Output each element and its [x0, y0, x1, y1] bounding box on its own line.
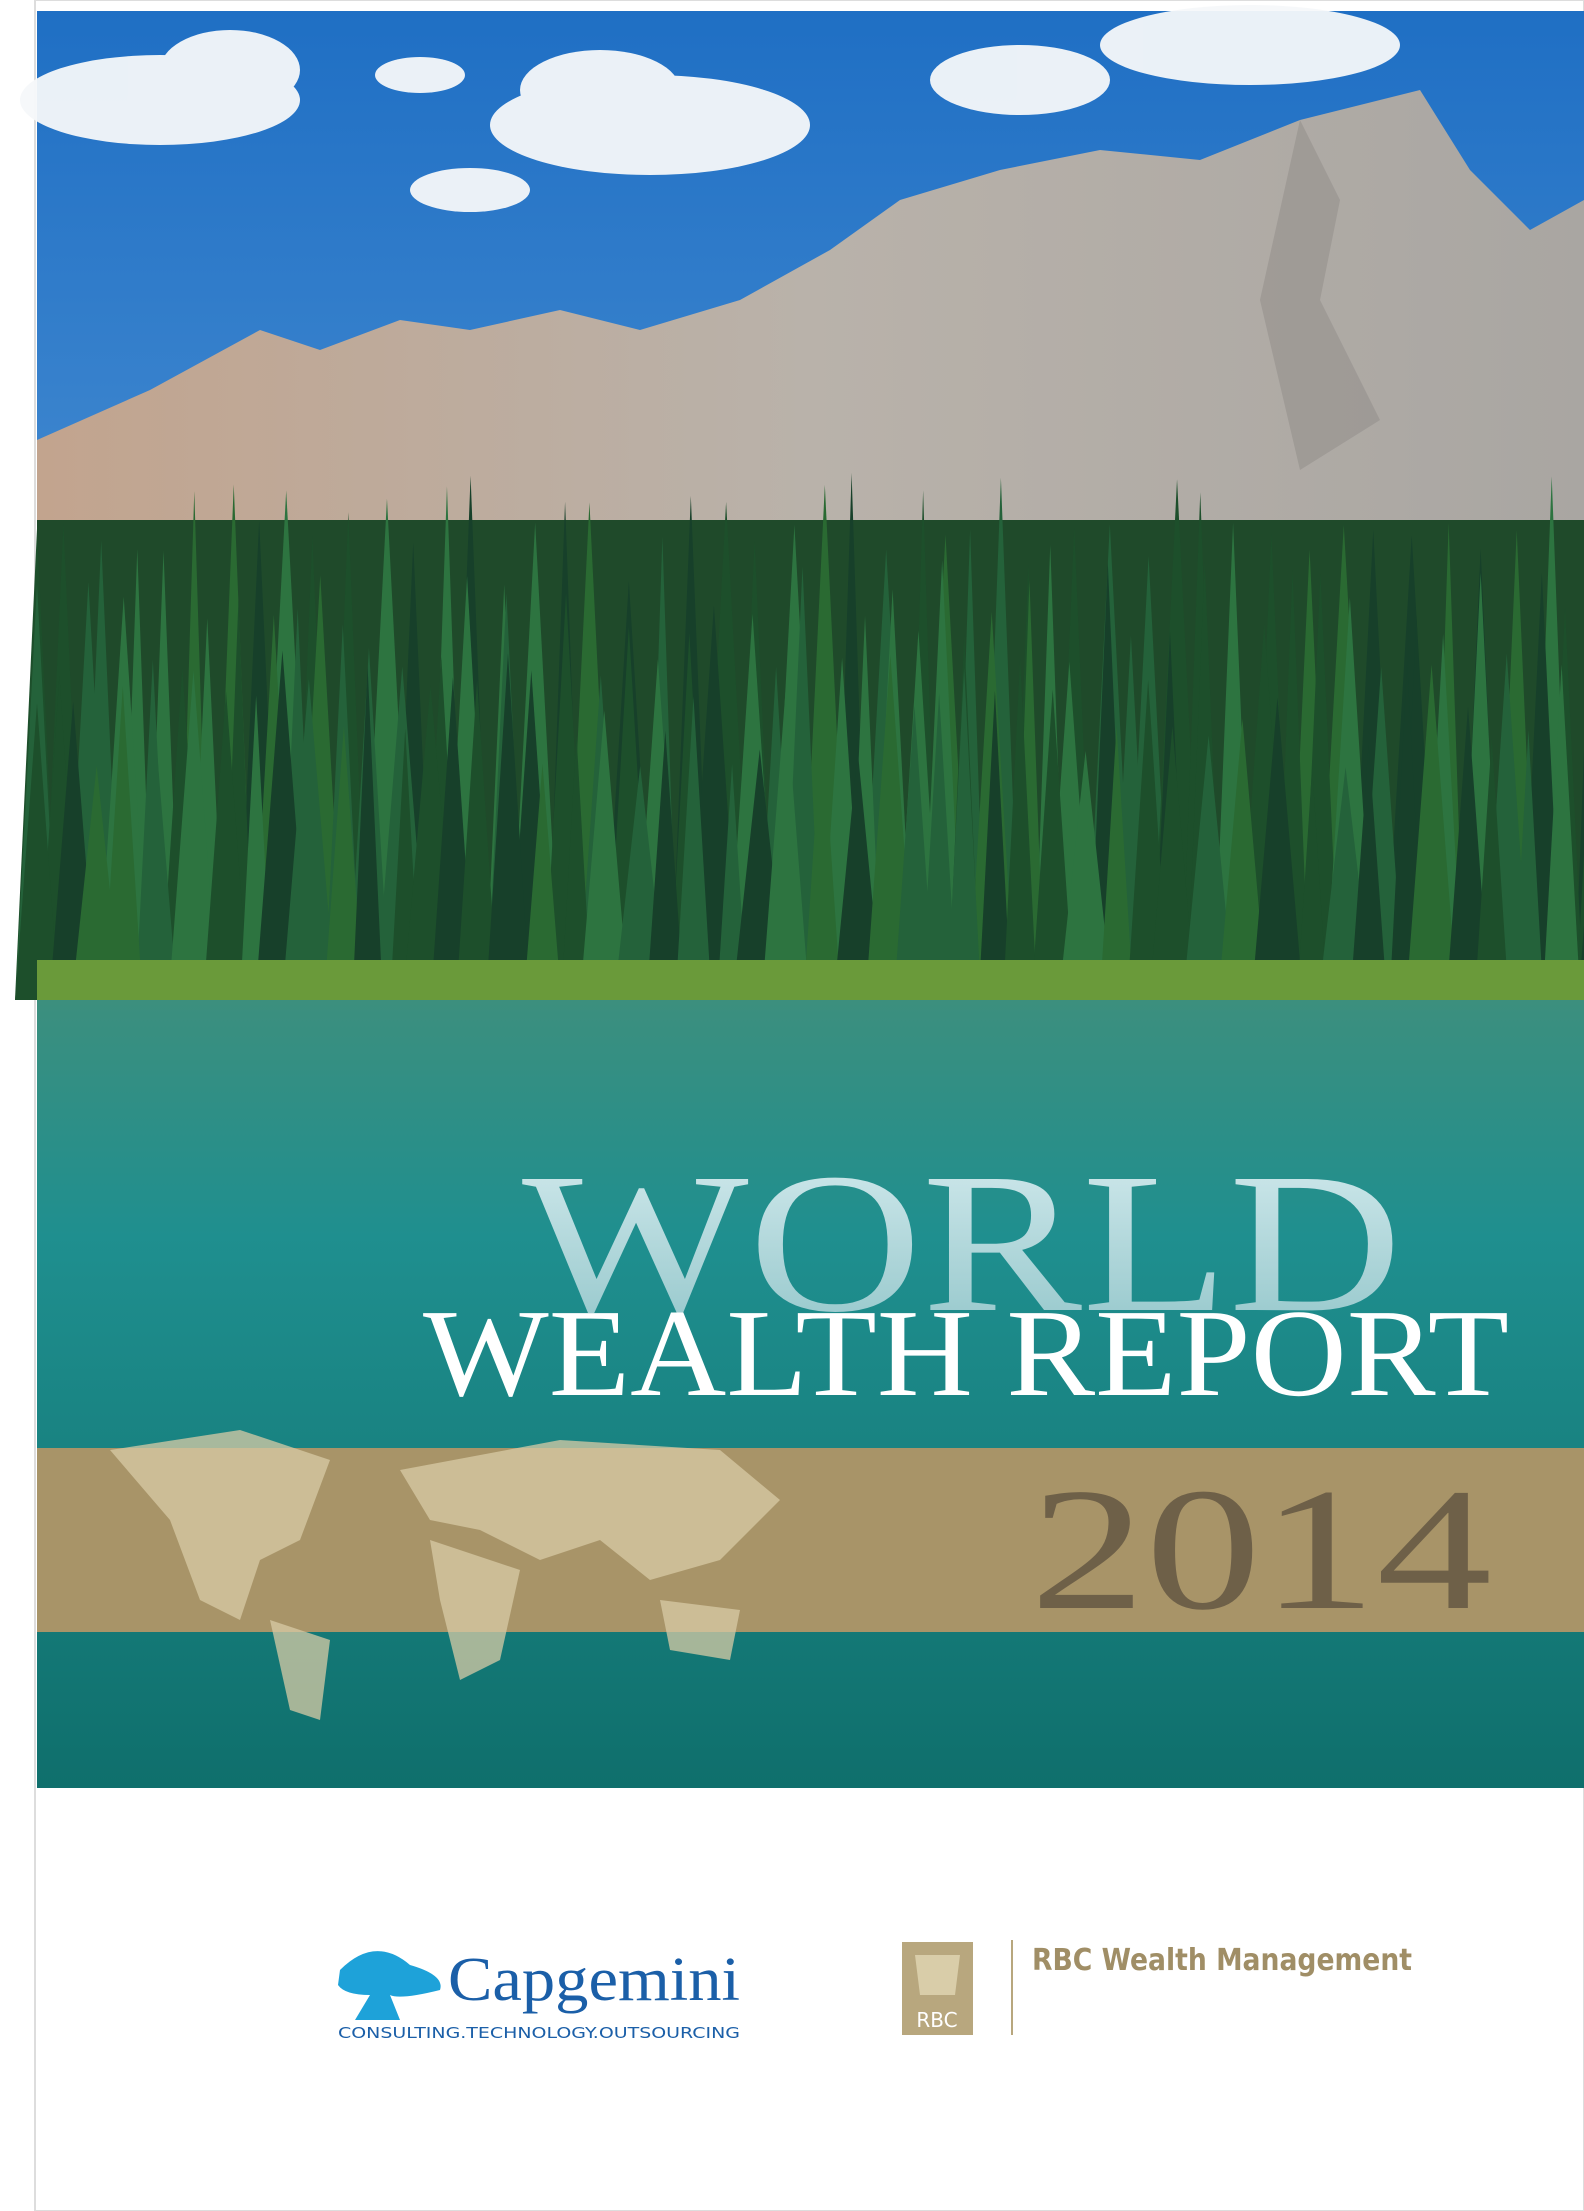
tree [947, 667, 982, 1000]
tree [579, 710, 629, 1000]
tree [203, 691, 249, 1000]
tree [1513, 730, 1544, 1000]
tree [1099, 725, 1134, 1000]
cover-photo [14, 5, 1584, 1788]
tree [137, 754, 178, 1000]
capgemini-logo: Capgemini CONSULTING.TECHNOLOGY.OUTSOURC… [338, 1946, 740, 2042]
tree [675, 696, 712, 1000]
capgemini-tagline: CONSULTING.TECHNOLOGY.OUTSOURCING [338, 2024, 740, 2042]
tree [893, 706, 935, 1000]
tree [168, 670, 219, 1000]
tree [15, 703, 59, 1000]
tree [920, 693, 958, 1000]
tree [1542, 664, 1581, 1000]
tree [282, 678, 336, 1000]
tree [1058, 750, 1113, 1000]
world-map [110, 1430, 780, 1720]
rbc-lion [915, 1955, 960, 1995]
tree [1474, 737, 1509, 1000]
tree [1218, 719, 1267, 1000]
tree [1182, 735, 1235, 1000]
tree [1031, 689, 1075, 1000]
tree [1251, 697, 1304, 1000]
tree [456, 680, 498, 1000]
rock-shadow [1260, 120, 1380, 470]
trees [14, 472, 1584, 1001]
title-line-1: WORLD [522, 1133, 1402, 1354]
tree [1149, 726, 1196, 1000]
rbc-name: RBC Wealth Management [1032, 1943, 1412, 1978]
tree [761, 691, 810, 1000]
tree [978, 690, 1012, 1000]
year: 2014 [1030, 1452, 1492, 1646]
tree [352, 666, 383, 1000]
tree [833, 750, 883, 1000]
tree [102, 686, 143, 1000]
tree [1003, 658, 1038, 1000]
tree [1297, 767, 1328, 1000]
tree [561, 734, 592, 1000]
tree [1350, 744, 1388, 1000]
rbc-logo: RBC RBC Wealth Management [902, 1940, 1412, 2035]
tree [523, 763, 562, 1000]
tree [803, 717, 841, 1000]
tree [1446, 706, 1490, 1000]
capgemini-spade [338, 1951, 441, 2020]
clouds [20, 5, 1400, 212]
tree [646, 730, 685, 1000]
capgemini-name: Capgemini [448, 1946, 740, 2014]
tree [1406, 664, 1458, 1000]
rbc-mark: RBC [916, 2008, 957, 2032]
mountains [37, 90, 1584, 560]
title-line-2: WEALTH REPORT [423, 1285, 1509, 1423]
tree [485, 653, 531, 1000]
shore [37, 960, 1584, 1005]
tree [323, 726, 364, 1000]
